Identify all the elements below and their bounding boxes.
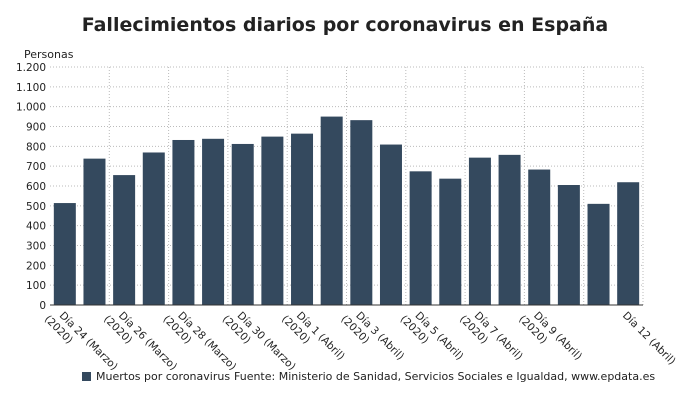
bar — [291, 133, 314, 305]
y-tick-label: 1.200 — [16, 62, 46, 74]
source-note: Fuente: Ministerio de Sanidad, Servicios… — [234, 370, 656, 383]
bar — [113, 175, 136, 305]
y-tick-label: 200 — [26, 260, 46, 272]
y-tick-label: 400 — [26, 221, 46, 233]
y-tick-label: 100 — [26, 280, 46, 292]
bar — [557, 185, 580, 305]
x-tick-label: Día 5 (Abril)(2020) — [398, 304, 466, 372]
bar — [142, 152, 165, 305]
y-tick-label: 600 — [26, 181, 46, 193]
x-tick-label: Día 12 (Abril) — [620, 310, 678, 368]
bar — [528, 169, 551, 305]
x-tick-label: Día 3 (Abril)(2020) — [338, 304, 406, 372]
y-tick-label: 800 — [26, 141, 46, 153]
x-tick-label: Día 9 (Abril)(2020) — [516, 304, 584, 372]
bar — [498, 154, 521, 305]
y-tick-label: 1.100 — [16, 82, 46, 94]
bar — [439, 178, 462, 305]
bar — [468, 157, 491, 305]
bar — [231, 143, 254, 305]
x-tick-label-line: Día 12 (Abril) — [620, 310, 678, 368]
y-tick-label: 1.000 — [16, 102, 46, 114]
bar — [320, 116, 343, 305]
y-tick-label: 300 — [26, 241, 46, 253]
y-axis-label: Personas — [24, 48, 74, 61]
bar — [350, 120, 373, 305]
x-tick-label: Día 7 (Abril)(2020) — [457, 304, 525, 372]
legend: Muertos por coronavirus — [82, 370, 230, 383]
bar — [587, 203, 610, 305]
bar — [617, 182, 640, 305]
legend-label: Muertos por coronavirus — [96, 370, 231, 383]
bar — [172, 139, 195, 305]
y-tick-label: 700 — [26, 161, 46, 173]
bar — [261, 136, 284, 305]
bar — [409, 171, 432, 305]
bar — [202, 138, 225, 305]
chart-title: Fallecimientos diarios por coronavirus e… — [81, 14, 609, 36]
legend-swatch — [82, 372, 91, 381]
bar — [53, 203, 76, 305]
y-tick-label: 0 — [39, 300, 46, 312]
y-tick-label: 500 — [26, 201, 46, 213]
y-tick-label: 900 — [26, 122, 46, 134]
bar — [379, 144, 402, 305]
bar — [83, 158, 106, 305]
